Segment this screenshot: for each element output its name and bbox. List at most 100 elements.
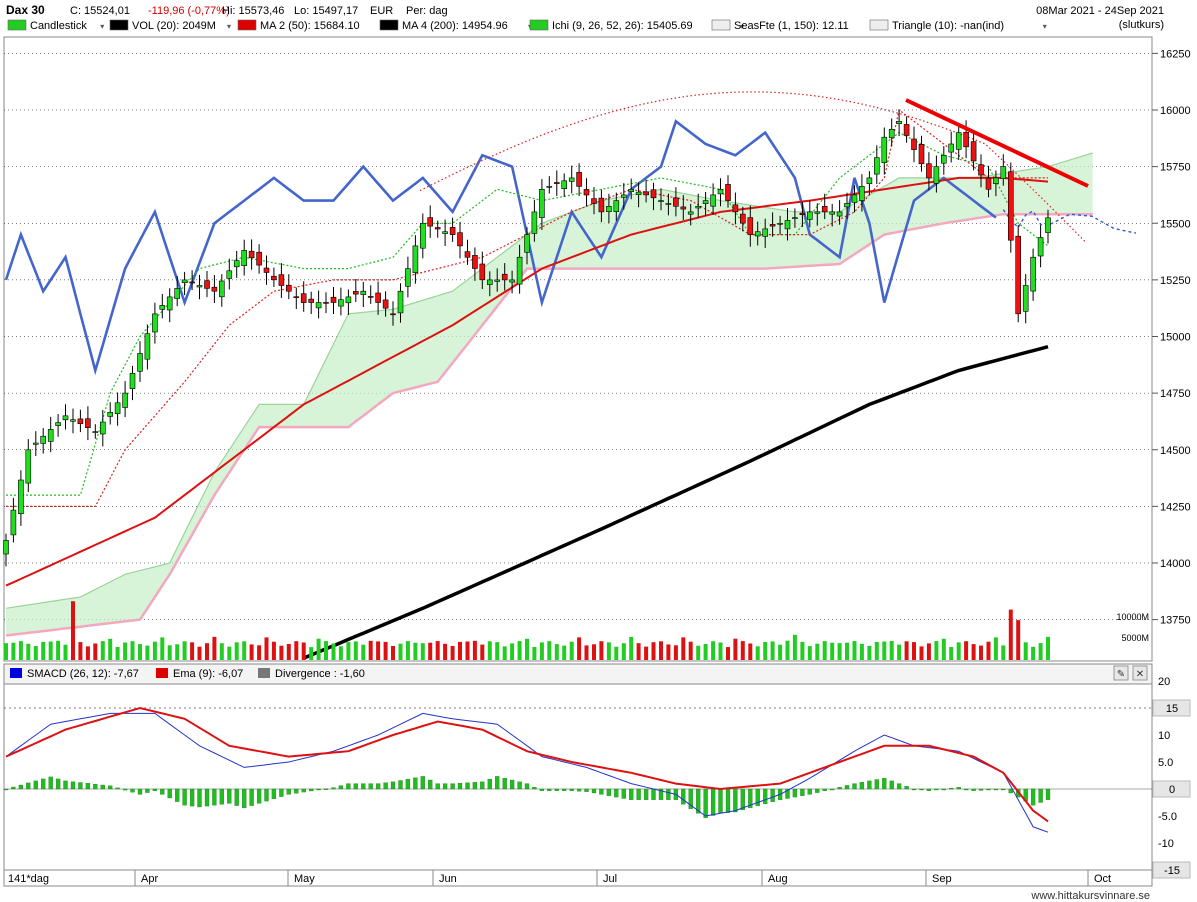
- divergence-bar: [629, 788, 634, 800]
- candle-body: [606, 206, 612, 213]
- volume-bar: [726, 647, 730, 660]
- candle-body: [754, 231, 761, 237]
- candle-body: [896, 121, 902, 125]
- divergence-bar: [428, 779, 433, 790]
- volume-bar: [152, 641, 157, 660]
- divergence-bar: [286, 788, 291, 795]
- candle-body: [405, 268, 411, 287]
- volume-bar: [666, 644, 671, 660]
- legend-swatch: [379, 19, 399, 31]
- divergence-bar: [919, 788, 924, 791]
- divergence-bar: [465, 782, 470, 790]
- month-label: Oct: [1094, 873, 1111, 885]
- divergence-bar: [450, 783, 455, 790]
- candle: [204, 271, 210, 298]
- divergence-bar: [502, 778, 507, 790]
- divergence-bar: [368, 783, 373, 790]
- divergence-bar: [852, 783, 857, 790]
- macd-badge-label: 15: [1166, 703, 1178, 715]
- candle: [308, 291, 315, 314]
- price-tick-label: 15750: [1160, 162, 1191, 174]
- candle: [405, 256, 411, 298]
- candle-body: [717, 189, 724, 195]
- volume-bar: [197, 646, 202, 660]
- volume-bar: [919, 646, 924, 660]
- dropdown-arrow-icon: ▾: [227, 22, 231, 31]
- candle-body: [174, 288, 180, 299]
- volume-bar: [1001, 645, 1006, 660]
- divergence-bar: [562, 788, 567, 791]
- volume-bar: [830, 642, 835, 660]
- candle-body: [970, 141, 977, 162]
- candle-body: [643, 191, 649, 196]
- volume-bar: [971, 644, 976, 660]
- volume-bar: [740, 641, 745, 660]
- volume-bar: [130, 641, 135, 660]
- divergence-bar: [309, 788, 314, 792]
- candle: [732, 192, 739, 225]
- divergence-bar: [837, 787, 842, 790]
- month-label: Jun: [439, 873, 457, 885]
- divergence-bar: [212, 788, 217, 806]
- volume-bar: [904, 641, 909, 660]
- volume-bar: [41, 641, 46, 660]
- candle-body: [352, 291, 359, 295]
- divergence-bar: [175, 788, 180, 802]
- candle: [955, 125, 962, 160]
- candle-body: [85, 418, 91, 429]
- divergence-bar: [361, 783, 366, 790]
- candle: [553, 170, 560, 196]
- month-label: Sep: [932, 873, 952, 885]
- candle-body: [419, 223, 426, 249]
- candle-body: [628, 189, 635, 193]
- candle-body: [25, 449, 32, 484]
- candle: [591, 187, 597, 215]
- candle: [993, 170, 999, 197]
- month-label: Jul: [603, 873, 617, 885]
- candle-body: [434, 227, 441, 230]
- bars-label: 141*dag: [8, 873, 49, 885]
- candle-body: [665, 203, 672, 205]
- candle: [174, 275, 180, 307]
- candle: [888, 118, 895, 147]
- divergence-bar: [733, 788, 738, 813]
- volume-bar: [175, 644, 180, 660]
- smacd-line: [5, 712, 1049, 833]
- divergence-bar: [167, 788, 172, 799]
- legend-swatch: [869, 19, 889, 31]
- volume-bar: [145, 645, 150, 660]
- close-value: C: 15524,01: [70, 5, 130, 17]
- candle: [583, 178, 590, 207]
- symbol: Dax 30: [6, 3, 45, 17]
- candle-body: [851, 194, 858, 203]
- volume-bar: [487, 641, 492, 660]
- panel-tools: ✎ ✕: [1113, 665, 1148, 681]
- divergence-bar: [1008, 788, 1013, 794]
- volume-bar: [755, 646, 760, 660]
- price-tick-label: 15500: [1160, 218, 1191, 230]
- macd-badge-label: 0: [1169, 784, 1175, 796]
- candle: [241, 239, 247, 276]
- volume-bar: [428, 642, 433, 660]
- legend-label: MA 2 (50): 15684.10: [260, 20, 360, 32]
- candle: [859, 174, 865, 212]
- divergence-bar: [227, 788, 232, 804]
- candle: [47, 416, 54, 453]
- candle: [918, 135, 925, 172]
- macd-badge-label: -15: [1164, 865, 1180, 877]
- candle: [769, 212, 776, 237]
- candle: [300, 281, 307, 312]
- candle: [100, 409, 106, 447]
- divergence-bar: [331, 787, 336, 790]
- candle: [233, 250, 240, 278]
- candle: [881, 127, 888, 175]
- close-panel-button[interactable]: [1132, 665, 1148, 681]
- divergence-bar: [509, 779, 515, 790]
- candle: [673, 187, 679, 217]
- candle-body: [308, 298, 315, 303]
- candle: [479, 251, 486, 289]
- candle: [568, 165, 575, 194]
- volume-bar: [859, 643, 864, 660]
- candle: [754, 221, 761, 246]
- tool-icon[interactable]: [1113, 665, 1129, 681]
